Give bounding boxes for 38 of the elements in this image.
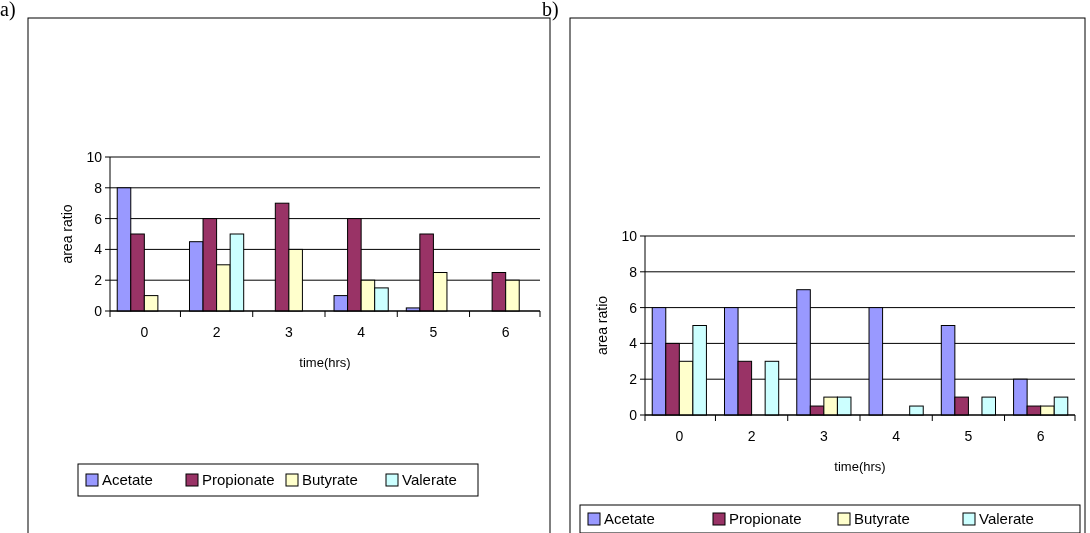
y-axis-title: area ratio: [594, 295, 610, 356]
x-tick-label: 0: [675, 428, 684, 444]
y-tick-label: 6: [629, 299, 638, 316]
x-tick-label: 6: [501, 324, 510, 340]
y-tick-label: 4: [94, 241, 103, 258]
x-tick-label: 5: [964, 428, 973, 444]
x-tick-label: 2: [747, 428, 756, 444]
x-axis-title: time(hrs): [299, 355, 351, 370]
x-tick-label: 3: [284, 324, 293, 340]
x-tick-label: 4: [892, 428, 901, 444]
x-tick-label: 6: [1036, 428, 1045, 444]
y-tick-label: 2: [94, 272, 103, 289]
legend-label: Butyrate: [854, 510, 910, 528]
x-tick-label: 3: [819, 428, 828, 444]
y-axis-title: area ratio: [59, 204, 75, 264]
chart-title: b): [542, 0, 559, 21]
x-tick-label: 0: [140, 324, 149, 340]
x-tick-label: 4: [357, 324, 366, 340]
y-tick-label: 6: [94, 210, 103, 227]
legend-label: Acetate: [102, 471, 153, 489]
x-axis-title: time(hrs): [834, 459, 886, 474]
y-tick-label: 2: [629, 371, 638, 388]
y-tick-label: 10: [621, 227, 638, 244]
y-tick-label: 8: [629, 263, 638, 280]
y-tick-label: 4: [629, 335, 638, 352]
y-tick-label: 8: [94, 179, 103, 196]
y-tick-label: 0: [94, 302, 103, 319]
legend-label: Acetate: [604, 510, 655, 528]
legend-label: Propionate: [202, 471, 275, 489]
y-tick-label: 10: [86, 148, 103, 165]
legend-label: Valerate: [402, 471, 457, 489]
x-tick-label: 2: [212, 324, 221, 340]
y-tick-label: 0: [629, 406, 638, 423]
legend-label: Valerate: [979, 510, 1034, 528]
legend-label: Butyrate: [302, 471, 358, 489]
legend-label: Propionate: [729, 510, 802, 528]
x-tick-label: 5: [429, 324, 438, 340]
chart-title: a): [0, 0, 16, 21]
